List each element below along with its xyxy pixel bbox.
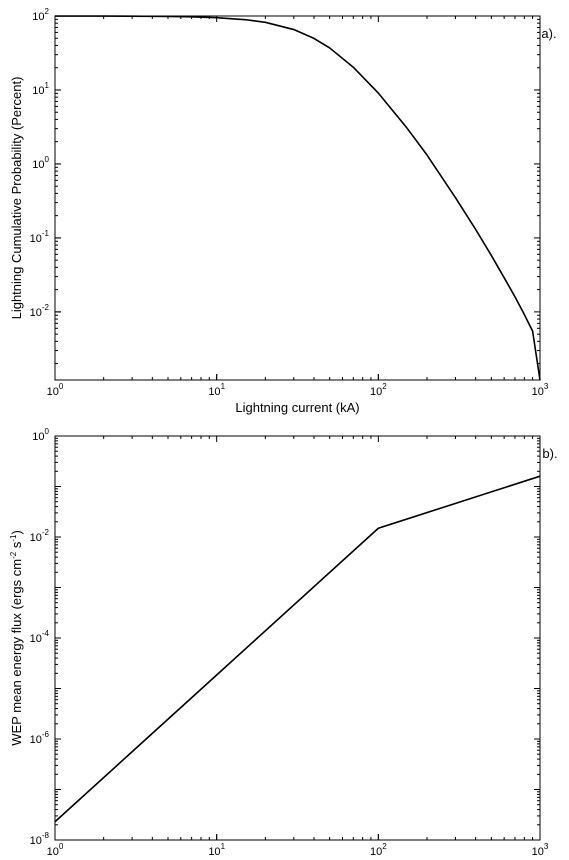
y-tick-label: 10-2 (30, 528, 50, 544)
y-tick-label: 100 (32, 155, 49, 171)
y-tick-label: 100 (32, 427, 49, 443)
panel-label: a). (541, 26, 556, 41)
x-tick-label: 103 (532, 842, 549, 858)
series-line (54, 15, 541, 381)
y-tick-label: 10-8 (30, 831, 50, 847)
plot-frame (54, 435, 541, 841)
y-axis-label: Lightning Cumulative Probability (Percen… (9, 77, 24, 320)
x-tick-label: 101 (208, 842, 225, 858)
y-tick-label: 10-4 (30, 629, 50, 645)
series-line (54, 475, 541, 823)
y-tick-label: 10-1 (30, 229, 50, 245)
x-axis-label: Lightning current (kA) (235, 400, 359, 415)
panel-label: b). (542, 446, 557, 461)
x-tick-label: 102 (370, 382, 387, 398)
y-tick-label: 102 (32, 7, 49, 23)
chart-panel-b: 10010110210310-810-610-410-2100Lightning… (9, 427, 558, 858)
plot-frame (54, 15, 541, 381)
x-tick-label: 101 (208, 382, 225, 398)
x-tick-label: 103 (532, 382, 549, 398)
y-tick-label: 10-2 (30, 303, 50, 319)
y-tick-label: 101 (32, 81, 49, 97)
x-tick-label: 100 (47, 382, 64, 398)
x-tick-label: 100 (47, 842, 64, 858)
x-tick-label: 102 (370, 842, 387, 858)
y-tick-label: 10-6 (30, 730, 50, 746)
y-axis-label: WEP mean energy flux (ergs cm-2 s-1) (9, 530, 24, 746)
chart-panel-a: 100 101 102 103 10-2 10-1 100 101 102 Lightning c… (9, 7, 557, 415)
